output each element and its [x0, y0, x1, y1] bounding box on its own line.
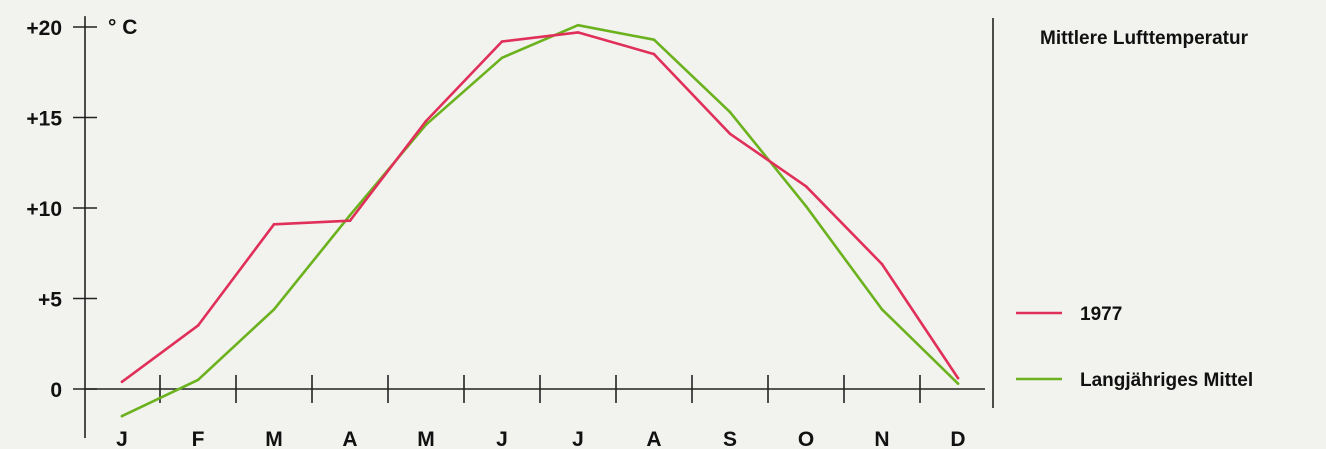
y-axis-unit-label: ° C	[108, 16, 137, 39]
data-point	[956, 376, 960, 380]
y-tick-label: 0	[50, 379, 62, 402]
x-tick-label: N	[874, 428, 889, 449]
data-point	[728, 110, 732, 114]
data-point	[652, 52, 656, 56]
data-point	[880, 262, 884, 266]
y-tick-label: +5	[38, 289, 62, 312]
data-point	[500, 40, 504, 43]
legend: 1977 Langjähriges Mittel	[1016, 304, 1253, 391]
x-tick-label: M	[265, 428, 283, 449]
x-tick-label: O	[798, 428, 814, 449]
data-point	[728, 132, 732, 136]
data-point	[272, 308, 276, 311]
x-tick-label: J	[572, 428, 584, 449]
series-line-langj-hriges-mittel	[120, 23, 960, 418]
x-tick-label: S	[723, 428, 737, 449]
data-point	[652, 38, 656, 41]
y-tick-label: +20	[26, 17, 62, 40]
y-axis: +20 +15 +10 +5 0	[26, 16, 97, 438]
x-tick-label: M	[417, 428, 435, 449]
data-point	[348, 213, 352, 217]
x-tick-label: J	[496, 428, 508, 449]
data-point	[196, 378, 200, 382]
legend-label: Langjähriges Mittel	[1080, 370, 1253, 391]
series-line-1977	[120, 31, 960, 384]
y-tick-label: +10	[26, 198, 62, 221]
y-tick-label: +15	[26, 108, 62, 131]
x-tick-label: D	[950, 428, 965, 449]
data-point	[804, 185, 808, 188]
x-tick-label: J	[116, 428, 128, 449]
series-lines	[120, 23, 960, 418]
data-point	[880, 308, 884, 311]
legend-label: 1977	[1080, 304, 1122, 325]
data-point	[576, 23, 580, 27]
data-point	[804, 204, 808, 208]
data-point	[500, 56, 504, 60]
chart-title: Mittlere Lufttemperatur	[1040, 28, 1249, 49]
x-tick-label: A	[342, 428, 357, 449]
x-tick-label: A	[646, 428, 661, 449]
data-point	[272, 223, 276, 226]
data-point	[956, 382, 960, 385]
x-tick-label: F	[192, 428, 205, 449]
data-point	[348, 219, 352, 222]
data-point	[120, 414, 124, 418]
data-point	[576, 31, 580, 34]
data-point	[424, 119, 428, 123]
data-point	[196, 324, 200, 327]
data-point	[120, 380, 124, 384]
data-point	[424, 123, 428, 126]
